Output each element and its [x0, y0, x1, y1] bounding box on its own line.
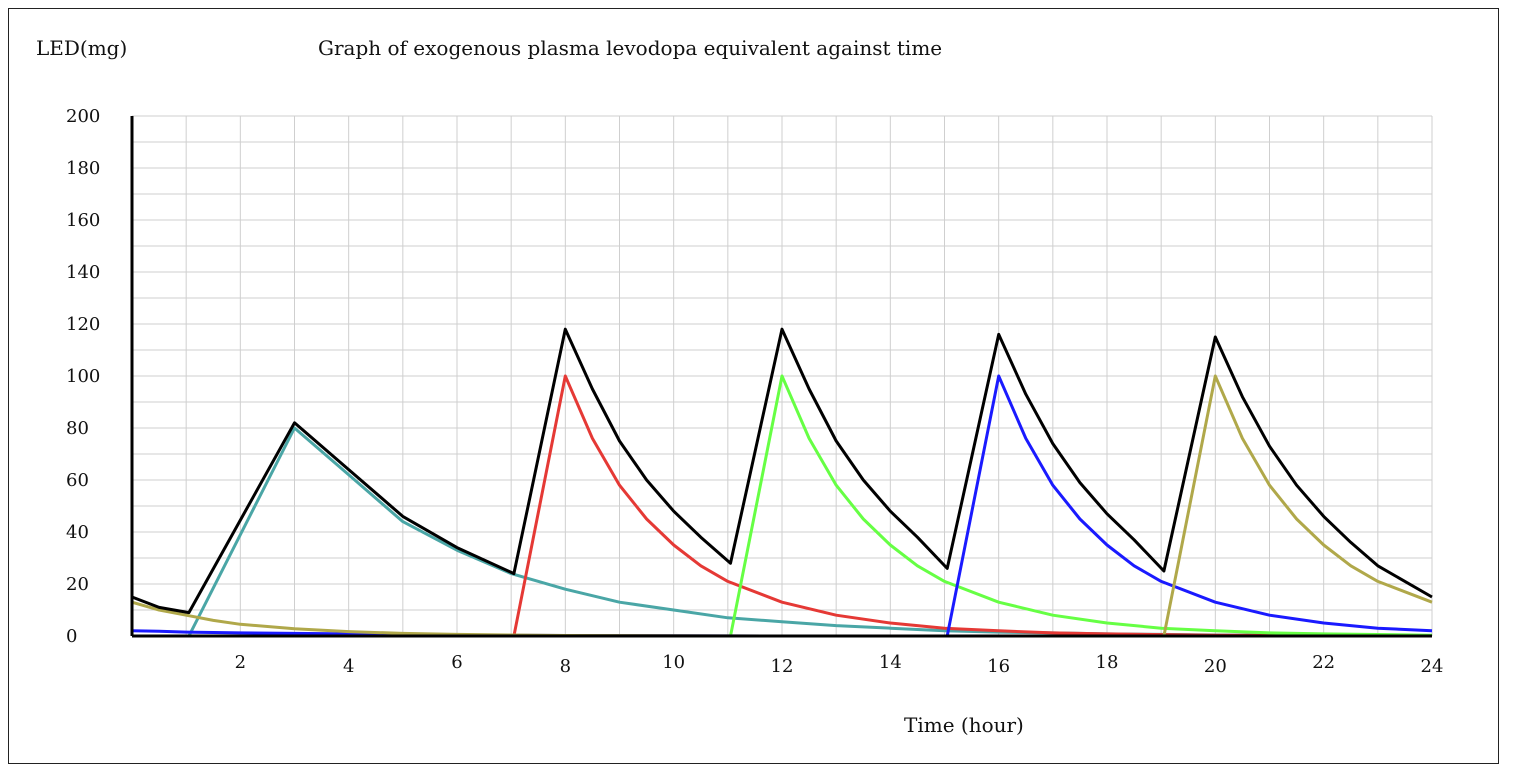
y-tick-label: 40: [66, 522, 89, 543]
y-tick-label: 60: [66, 470, 89, 491]
y-axis-label: LED(mg): [36, 36, 128, 60]
y-tick-label: 100: [66, 366, 100, 387]
x-tick-label: 22: [1312, 652, 1335, 673]
y-tick-label: 120: [66, 314, 100, 335]
chart-title: Graph of exogenous plasma levodopa equiv…: [318, 36, 943, 60]
x-tick-label: 8: [560, 656, 571, 677]
y-tick-label: 80: [66, 418, 89, 439]
series-line-3: [132, 374, 1433, 638]
y-tick-label: 0: [66, 626, 77, 647]
x-tick-label: 12: [771, 656, 794, 677]
y-tick-label: 180: [66, 158, 100, 179]
x-tick-label: 10: [662, 652, 685, 673]
chart-frame: [8, 8, 1499, 764]
y-tick-label: 140: [66, 262, 100, 283]
x-axis-label: Time (hour): [904, 713, 1024, 737]
series-line-6: [131, 327, 1433, 615]
axes: [130, 116, 1432, 638]
y-tick-label: 200: [66, 106, 100, 127]
y-tick-label: 160: [66, 210, 100, 231]
x-tick-label: 20: [1204, 656, 1227, 677]
x-tick-label: 18: [1096, 652, 1119, 673]
y-tick-label: 20: [66, 574, 89, 595]
x-tick-label: 6: [451, 652, 462, 673]
x-tick-label: 4: [343, 656, 354, 677]
series-line-4: [131, 374, 1433, 638]
x-tick-label: 2: [235, 652, 246, 673]
x-tick-label: 16: [987, 656, 1010, 677]
x-tick-label: 24: [1421, 656, 1444, 677]
series-line-2: [132, 374, 1433, 638]
x-tick-label: 14: [879, 652, 902, 673]
